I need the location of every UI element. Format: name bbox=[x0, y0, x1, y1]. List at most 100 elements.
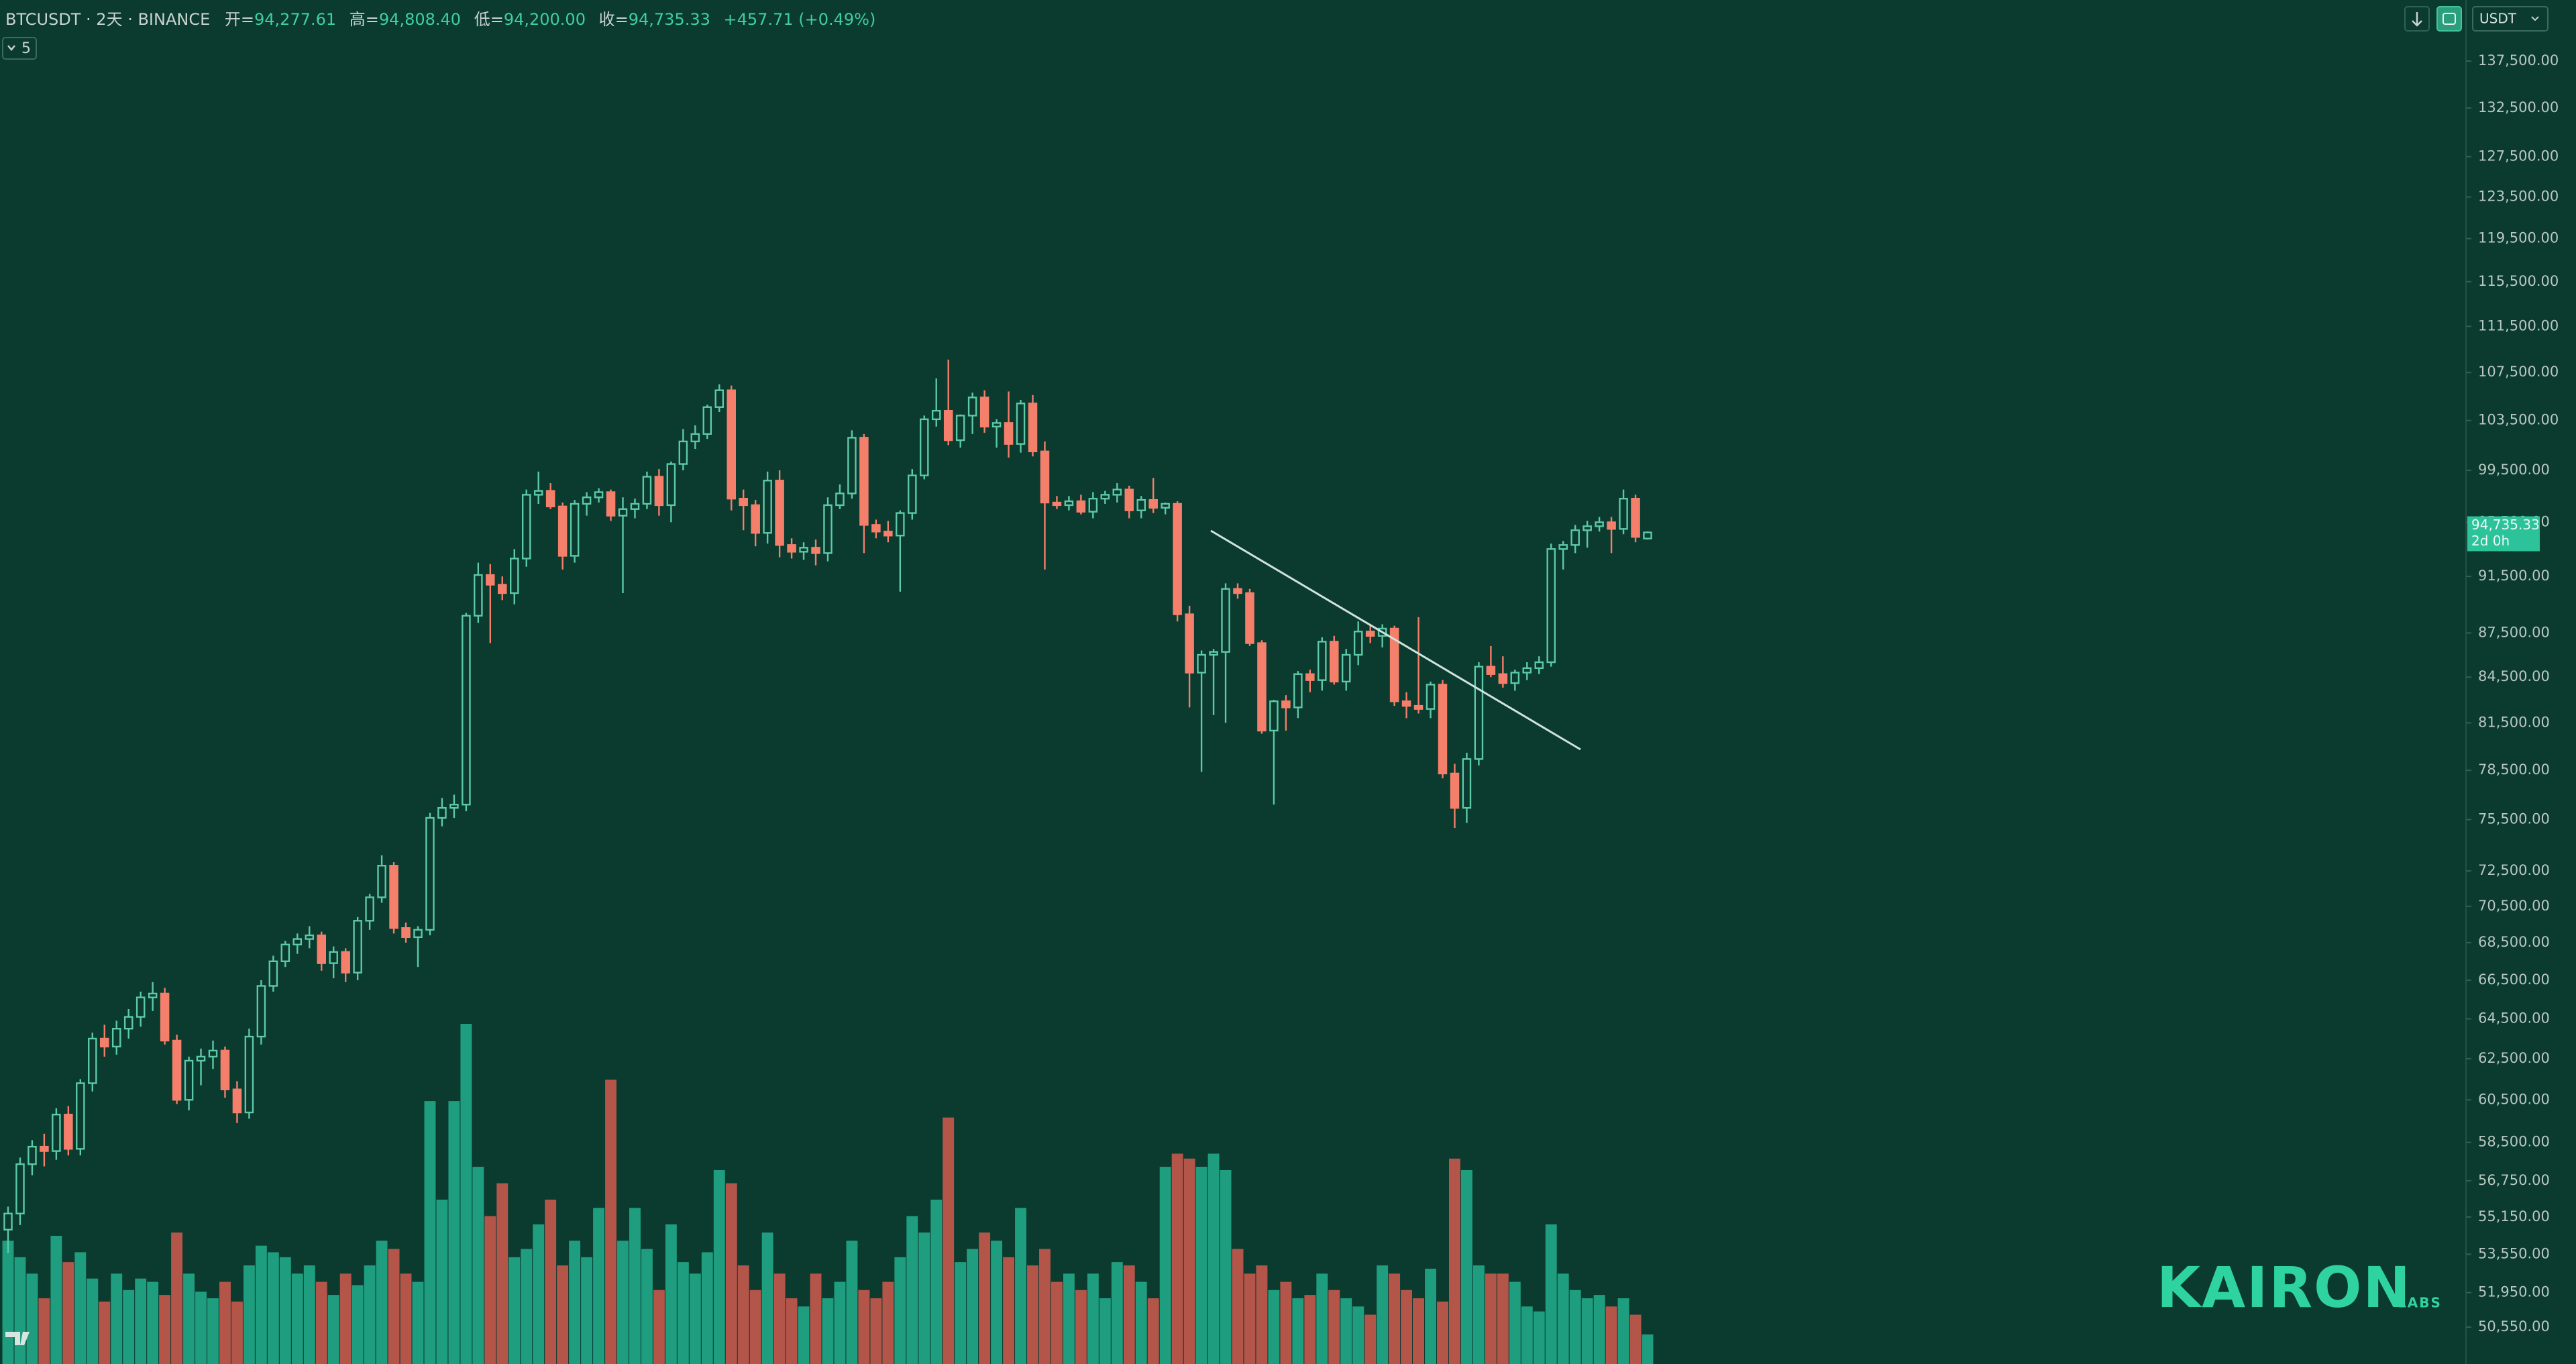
volume-bar bbox=[243, 1265, 255, 1364]
volume-bar bbox=[1401, 1290, 1413, 1364]
volume-bar bbox=[749, 1290, 761, 1364]
volume-bar bbox=[267, 1252, 279, 1364]
candle-body bbox=[1619, 498, 1628, 530]
candle-body bbox=[136, 996, 146, 1018]
candle-body bbox=[799, 547, 808, 553]
tv-logo-shape bbox=[5, 1332, 30, 1345]
candle-body bbox=[1353, 631, 1363, 656]
volume-bar bbox=[388, 1249, 400, 1364]
candle-body bbox=[377, 865, 386, 898]
volume-bar bbox=[62, 1262, 74, 1364]
candle-body bbox=[64, 1114, 73, 1150]
candle-body bbox=[1293, 673, 1303, 709]
currency: USDT bbox=[2479, 11, 2517, 27]
volume-bar bbox=[533, 1224, 545, 1364]
price-axis: 137,500.00 132,500.00 127,500.00 123,500.00… bbox=[2466, 52, 2559, 1334]
candle-body bbox=[40, 1145, 49, 1152]
screenshot-button[interactable] bbox=[2436, 6, 2462, 32]
candle-body bbox=[883, 531, 893, 537]
y-tick-label: 60,500.00 bbox=[2478, 1091, 2550, 1107]
tv-logo bbox=[5, 1332, 30, 1345]
candle-body bbox=[498, 584, 507, 594]
candle-body bbox=[690, 433, 700, 443]
volume-bar bbox=[930, 1200, 943, 1364]
candle-body bbox=[847, 437, 857, 494]
candle-body bbox=[1318, 641, 1327, 681]
y-tick-label: 84,500.00 bbox=[2478, 668, 2550, 684]
volume-bar bbox=[1063, 1273, 1075, 1364]
candle-body bbox=[1426, 684, 1436, 710]
candle-body bbox=[1185, 613, 1194, 674]
candle-body bbox=[871, 524, 881, 533]
volume-bar bbox=[991, 1241, 1003, 1364]
currency-select[interactable]: USDT bbox=[2472, 6, 2548, 32]
candle-body bbox=[425, 817, 435, 931]
candle-body bbox=[979, 397, 989, 428]
download-button[interactable] bbox=[2404, 6, 2430, 32]
candle-body bbox=[775, 480, 784, 546]
volume-bar bbox=[183, 1273, 195, 1364]
volume-bar bbox=[14, 1257, 26, 1364]
candle-body bbox=[437, 806, 447, 819]
candle-body bbox=[1389, 627, 1399, 702]
candle-body bbox=[1546, 548, 1556, 664]
volume-bar bbox=[689, 1273, 701, 1364]
y-tick-label: 55,150.00 bbox=[2478, 1208, 2550, 1224]
volume-bar bbox=[207, 1298, 219, 1364]
candle-body bbox=[1486, 666, 1496, 675]
y-tick-label: 50,550.00 bbox=[2478, 1318, 2550, 1334]
volume-bar bbox=[1292, 1298, 1304, 1364]
volume-bar bbox=[665, 1224, 677, 1364]
candle-body bbox=[305, 934, 315, 940]
volume-bar bbox=[364, 1265, 376, 1364]
volume-bar bbox=[1485, 1273, 1497, 1364]
candle-body bbox=[160, 992, 170, 1042]
candle-body bbox=[268, 960, 278, 987]
volume-bar bbox=[1135, 1281, 1147, 1364]
volume-bar bbox=[1364, 1314, 1377, 1364]
volume-bar bbox=[255, 1245, 267, 1364]
candle-body bbox=[1004, 422, 1014, 445]
candle-body bbox=[967, 397, 977, 417]
volume-bar bbox=[1413, 1298, 1425, 1364]
candle-body bbox=[196, 1055, 206, 1062]
candle-body bbox=[365, 896, 374, 922]
volume-bar bbox=[1569, 1290, 1581, 1364]
candle-body bbox=[1595, 521, 1604, 527]
volume-bar bbox=[581, 1257, 593, 1364]
candle-body bbox=[823, 504, 833, 554]
volume-bar bbox=[1039, 1249, 1051, 1364]
candle-body bbox=[919, 418, 929, 476]
candle-body bbox=[835, 492, 845, 507]
volume-pane bbox=[2, 1024, 1654, 1364]
candle-body bbox=[52, 1114, 61, 1152]
volume-bar bbox=[231, 1301, 243, 1364]
indicator-toggle[interactable]: 5 bbox=[2, 37, 37, 60]
volume-bar bbox=[291, 1273, 303, 1364]
volume-bar bbox=[1304, 1295, 1316, 1364]
logo-sub: LABS bbox=[2398, 1295, 2442, 1311]
candle-body bbox=[1016, 403, 1026, 445]
candle-body bbox=[292, 938, 303, 946]
candle-body bbox=[1100, 494, 1110, 500]
candle-body bbox=[99, 1037, 109, 1048]
y-tick-label: 119,500.00 bbox=[2478, 230, 2559, 246]
volume-bar bbox=[1389, 1273, 1401, 1364]
volume-bar bbox=[882, 1281, 894, 1364]
candle-body bbox=[148, 992, 158, 998]
volume-bar bbox=[1159, 1167, 1171, 1364]
candle-body bbox=[256, 985, 266, 1038]
volume-bar bbox=[569, 1241, 581, 1364]
volume-bar bbox=[725, 1183, 737, 1364]
candle-body bbox=[1582, 525, 1592, 531]
trend-line[interactable] bbox=[1210, 529, 1581, 751]
candle-body bbox=[763, 480, 772, 534]
y-tick-label: 123,500.00 bbox=[2478, 189, 2559, 205]
volume-bar bbox=[496, 1183, 508, 1364]
candle-body bbox=[1064, 500, 1074, 507]
symbol: BTCUSDT · 2天 · BINANCE bbox=[5, 10, 210, 29]
volume-bar bbox=[1581, 1298, 1593, 1364]
ohlc-value: 94,808.40 bbox=[379, 10, 461, 29]
volume-bar bbox=[1075, 1290, 1087, 1364]
select-box bbox=[2472, 6, 2548, 32]
